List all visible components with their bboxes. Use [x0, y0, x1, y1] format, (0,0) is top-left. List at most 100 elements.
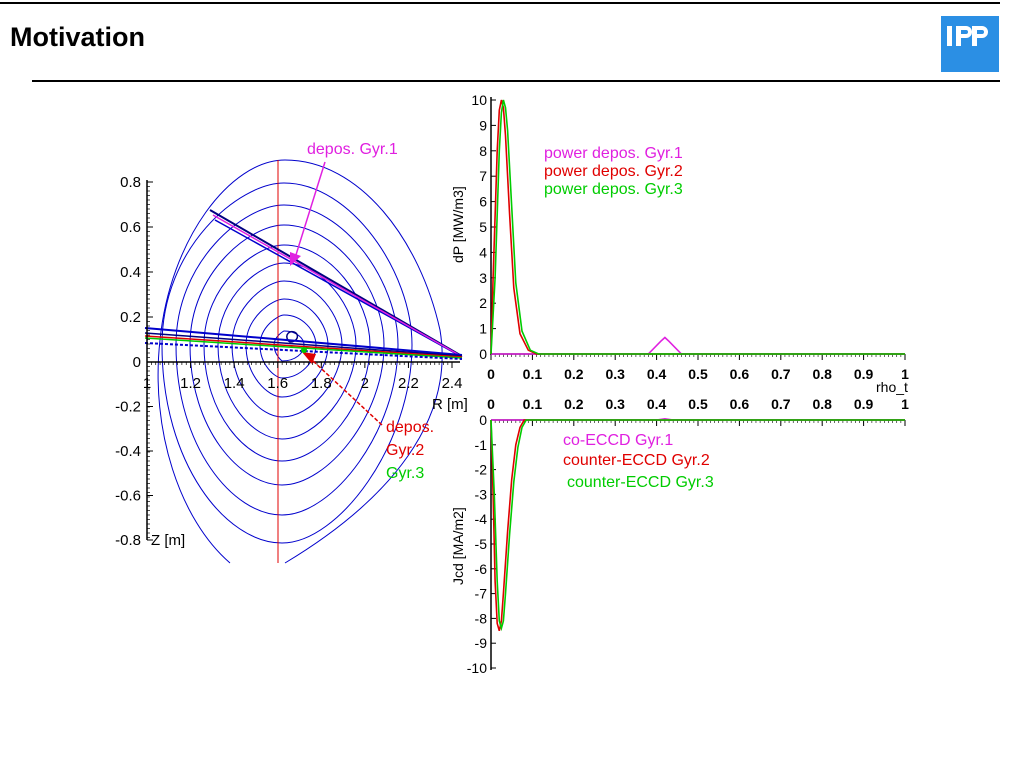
- y-tick-label: 1: [479, 321, 487, 337]
- y-tick-label: -6: [475, 561, 488, 577]
- series-line-1: [491, 336, 905, 355]
- series-line-2: [490, 99, 905, 355]
- cs-y-tick-label: 0.8: [120, 174, 141, 191]
- cs-y-tick-label: -0.8: [115, 532, 141, 549]
- cs-y-tick-label: -0.2: [115, 399, 141, 416]
- cs-ylabel: Z [m]: [151, 532, 185, 549]
- annotation-gyr2: Gyr.2: [386, 442, 424, 459]
- y-tick-label: -7: [475, 586, 488, 602]
- flux-surface-8: [175, 204, 399, 516]
- cd-legend-gyr1: co-ECCD Gyr.1: [563, 432, 673, 449]
- x-tick-label: 0.1: [523, 366, 543, 382]
- x-tick-label: 0.3: [605, 366, 625, 382]
- cs-xlabel: R [m]: [432, 396, 468, 413]
- cs-x-tick-label: 1.6: [267, 375, 288, 392]
- flux-surface-3: [245, 298, 329, 398]
- y-tick-label: -4: [475, 511, 488, 527]
- cd-series-lines: [490, 417, 905, 632]
- cs-y-tick-label: 0: [133, 354, 141, 371]
- cs-y-tick-label: 0.6: [120, 219, 141, 236]
- cs-y-tick-label: 0.2: [120, 309, 141, 326]
- y-tick-label: -5: [475, 536, 488, 552]
- y-tick-label: 9: [479, 117, 487, 133]
- cs-x-tick-label: 1.8: [311, 375, 332, 392]
- x-tick-label: 0.6: [730, 366, 750, 382]
- series-line-3: [490, 419, 905, 632]
- y-tick-label: 0: [479, 346, 487, 362]
- cs-x-tick-labels: 1 1.2 1.4 1.6 1.8 2 2.2 2.4: [143, 362, 463, 392]
- x-tick-label: 0.5: [688, 396, 708, 412]
- x-tick-label: 0.7: [771, 366, 791, 382]
- cs-y-tick-label: 0.4: [120, 264, 141, 281]
- y-tick-label: 4: [479, 244, 487, 260]
- x-tick-label: 0.3: [605, 396, 625, 412]
- x-tick-label: 0.4: [647, 366, 667, 382]
- cd-ylabel: Jcd [MA/m2]: [450, 507, 466, 585]
- y-tick-label: 3: [479, 270, 487, 286]
- y-tick-label: -1: [475, 437, 488, 453]
- x-tick-label: 0.5: [688, 366, 708, 382]
- x-tick-label: 0.6: [730, 396, 750, 412]
- x-tick-label: 0.9: [854, 366, 874, 382]
- x-tick-label: 1: [901, 396, 909, 412]
- y-tick-label: 8: [479, 143, 487, 159]
- pd-legend-gyr3: power depos. Gyr.3: [544, 181, 683, 198]
- cs-x-tick-label: 2: [361, 375, 369, 392]
- pd-series-lines: [490, 99, 905, 355]
- x-tick-label: 0.8: [812, 396, 832, 412]
- x-tick-label: 0.2: [564, 396, 584, 412]
- y-tick-label: 7: [479, 168, 487, 184]
- cs-x-tick-label: 1.2: [180, 375, 201, 392]
- series-line-3: [490, 99, 905, 355]
- top-rule: [0, 2, 1000, 4]
- flux-surface-6: [203, 244, 371, 462]
- beam-paths: [144, 209, 463, 360]
- cs-x-tick-label: 1.4: [224, 375, 245, 392]
- x-tick-label: 0.4: [647, 396, 667, 412]
- current-drive-plot: 0 -1 -2 -3 -4 -5 -6 -7 -8 -9 -10 0 0.1 0.2 0.3 0.4 0.5 0.…: [450, 396, 909, 676]
- cs-x-tick-label: 2.2: [398, 375, 419, 392]
- flux-surface-7: [189, 224, 385, 486]
- arrowhead-gyr2: [302, 352, 316, 364]
- x-tick-label: 0.9: [854, 396, 874, 412]
- cs-y-tick-labels: 0.8 0.6 0.4 0.2 0 -0.2 -0.4 -0.6 -0.8: [115, 174, 153, 549]
- y-tick-label: -10: [467, 660, 487, 676]
- arrowhead-gyr1: [290, 252, 301, 266]
- x-tick-label: 0.2: [564, 366, 584, 382]
- y-tick-label: 10: [471, 92, 487, 108]
- cd-legend-gyr2: counter-ECCD Gyr.2: [563, 452, 710, 469]
- ipp-logo-icon: [947, 26, 988, 46]
- cd-legend-gyr3: counter-ECCD Gyr.3: [567, 474, 714, 491]
- cd-tick-labels: 0 -1 -2 -3 -4 -5 -6 -7 -8 -9 -10 0 0.1 0.2 0.3 0.4 0.5 0.…: [467, 396, 909, 676]
- cross-section-plot: 0.8 0.6 0.4 0.2 0 -0.2 -0.4 -0.6 -0.8 1 1.2 1.4 1.6…: [115, 141, 468, 564]
- deposition-marker: [301, 347, 307, 353]
- annotation-gyr3: Gyr.3: [386, 465, 424, 482]
- slide-title: Motivation: [10, 22, 145, 52]
- title-underline: [32, 80, 1000, 82]
- x-tick-label: 0.1: [523, 396, 543, 412]
- cs-x-tick-label: 1: [143, 375, 151, 392]
- annotation-depos-gyr2: depos.: [386, 419, 434, 436]
- x-tick-label: 0.7: [771, 396, 791, 412]
- pd-ylabel: dP [MW/m3]: [450, 186, 466, 263]
- y-tick-label: 0: [479, 412, 487, 428]
- pd-legend-gyr2: power depos. Gyr.2: [544, 163, 683, 180]
- x-tick-label: 0.8: [812, 366, 832, 382]
- ipp-logo: [941, 16, 999, 72]
- cs-y-tick-label: -0.6: [115, 488, 141, 505]
- x-tick-label: 1: [901, 366, 909, 382]
- x-tick-label: 0: [487, 366, 495, 382]
- y-tick-label: 6: [479, 194, 487, 210]
- cs-x-tick-label: 2.4: [442, 375, 463, 392]
- pd-legend-gyr1: power depos. Gyr.1: [544, 145, 683, 162]
- arrow-gyr2: [311, 359, 383, 426]
- pd-xlabel: rho_t: [876, 379, 908, 395]
- x-tick-label: 0: [487, 396, 495, 412]
- y-tick-label: 2: [479, 295, 487, 311]
- arrow-gyr1: [294, 161, 326, 259]
- y-tick-label: -8: [475, 610, 488, 626]
- annotation-depos-gyr1: depos. Gyr.1: [307, 141, 398, 158]
